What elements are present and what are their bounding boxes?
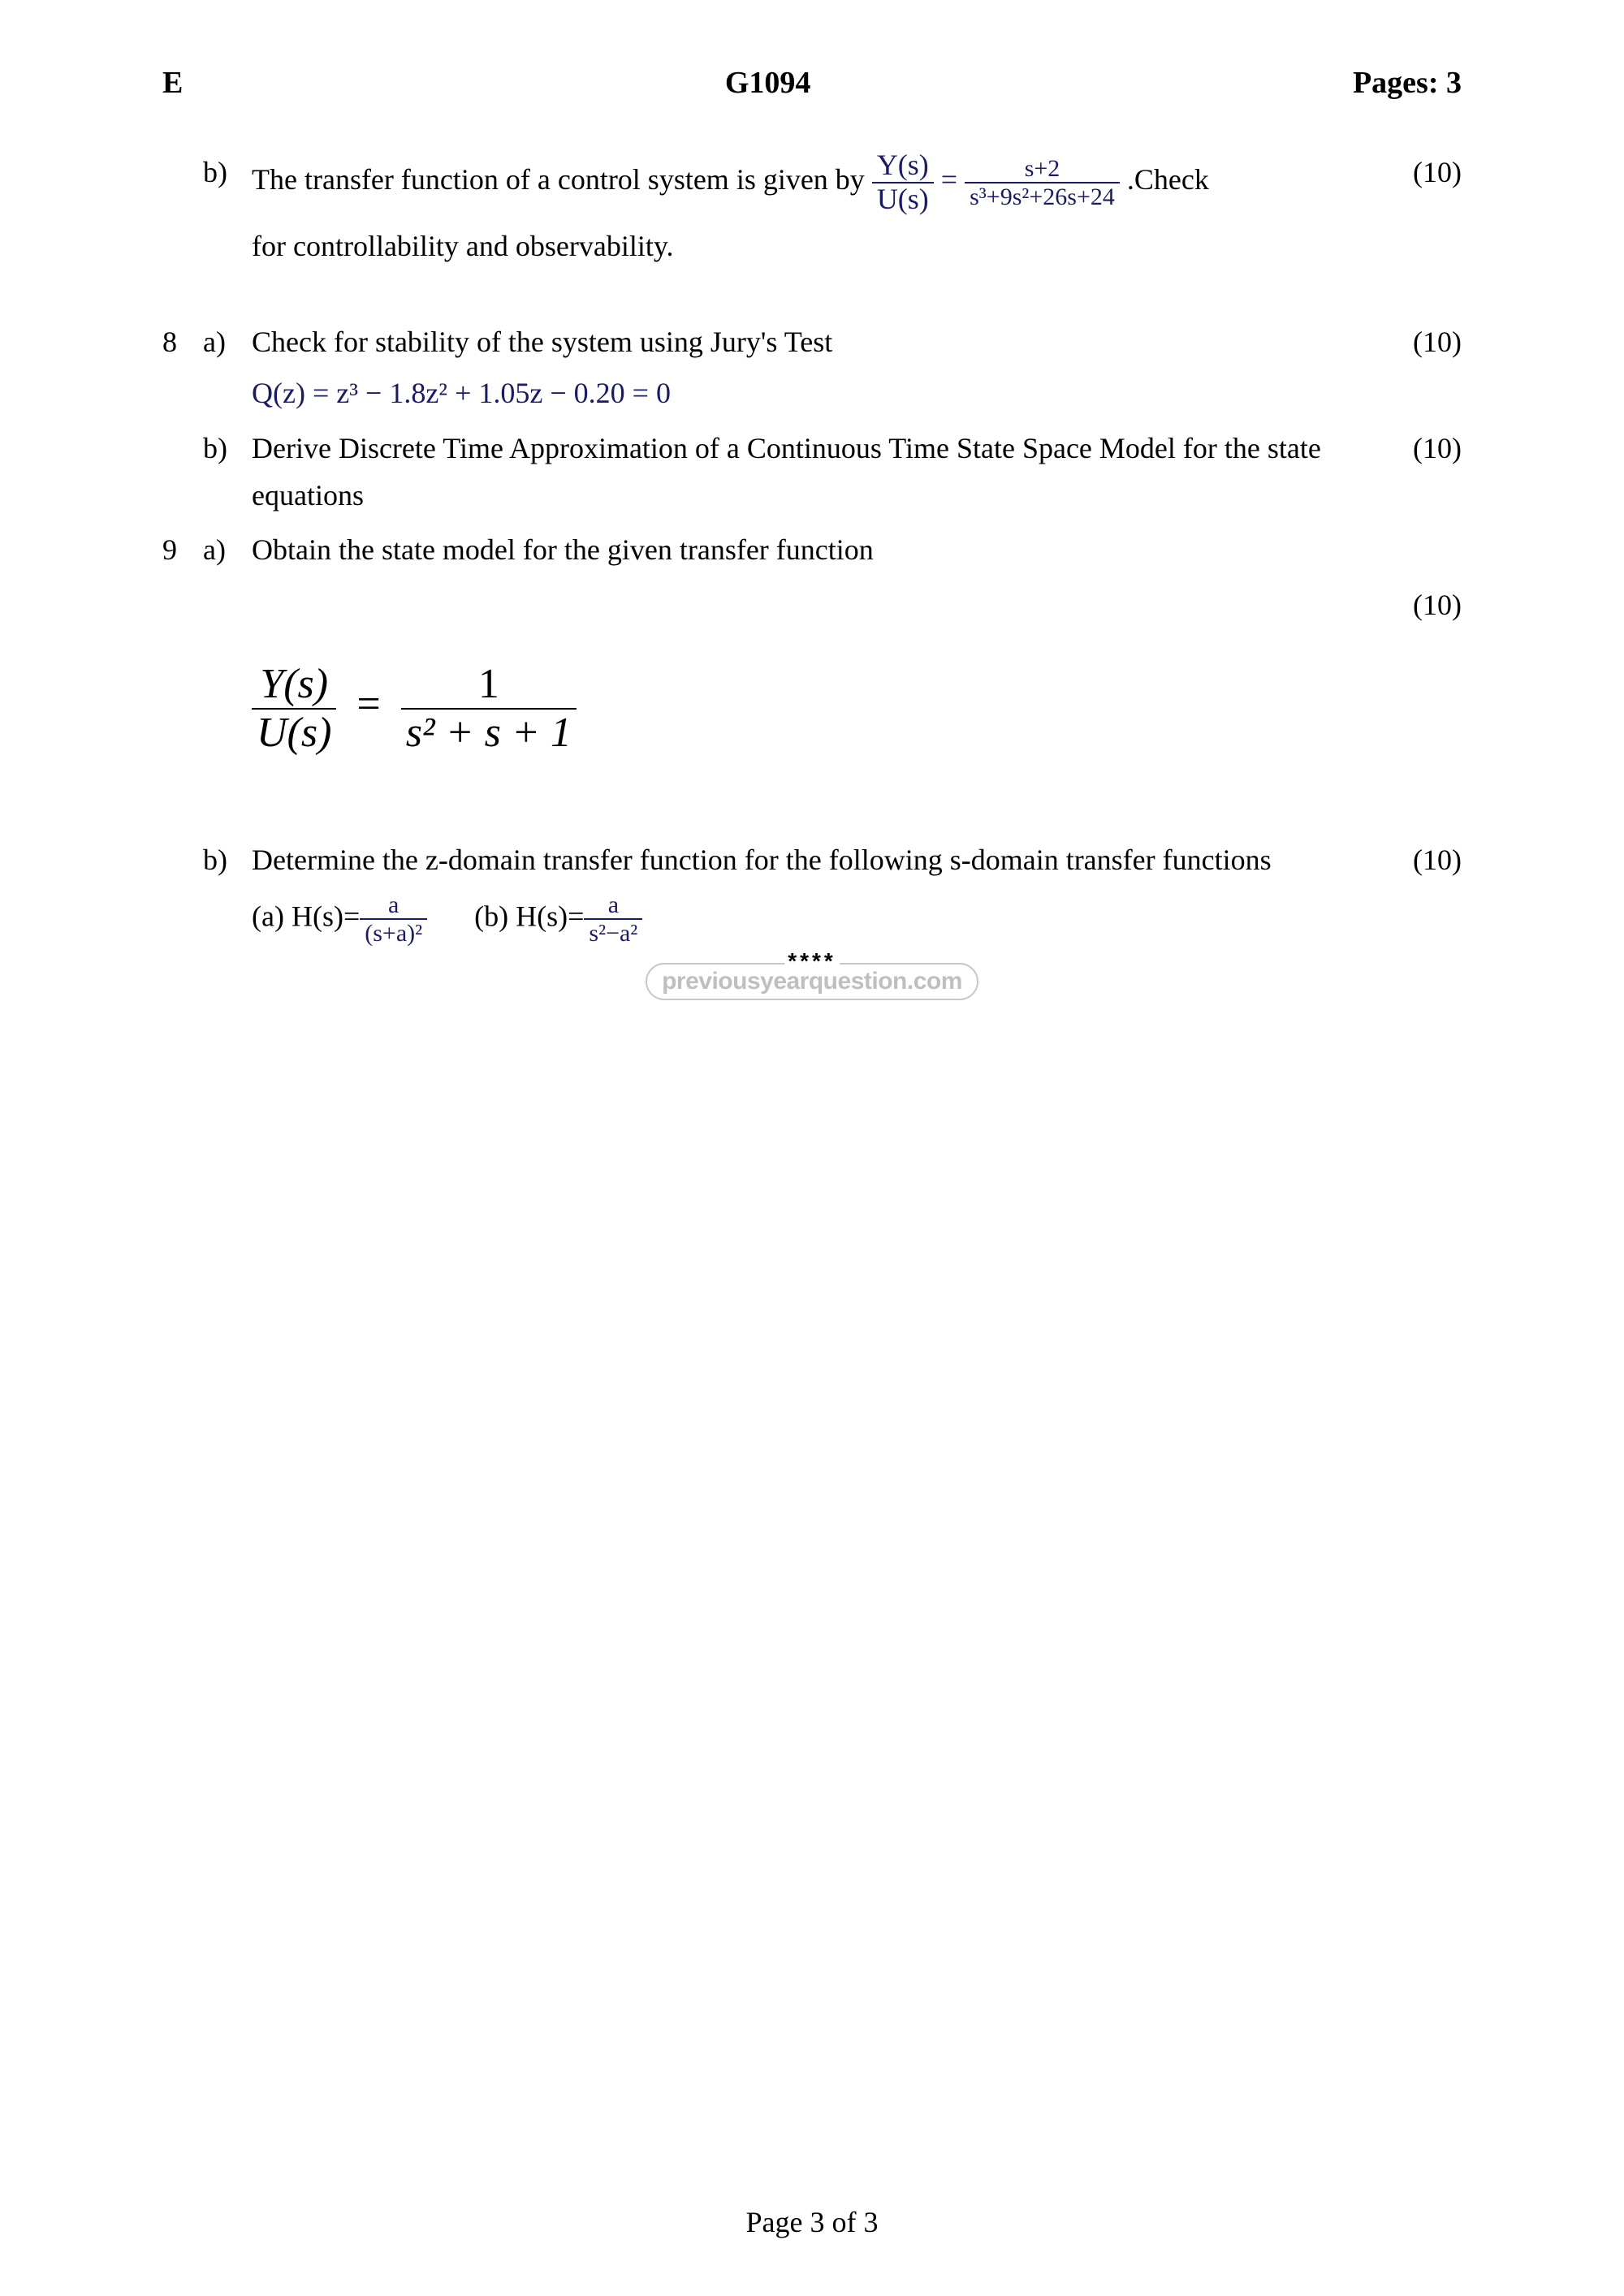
question-marks: (10) bbox=[1380, 837, 1462, 884]
fraction: s+2 s³+9s²+26s+24 bbox=[965, 155, 1120, 210]
question-label: a) bbox=[203, 319, 252, 366]
question-row: b) The transfer function of a control sy… bbox=[162, 149, 1462, 215]
header-right: Pages: 3 bbox=[1353, 65, 1462, 101]
question-label: b) bbox=[203, 425, 252, 473]
frac-num: a bbox=[360, 891, 427, 918]
frac-den: s³+9s²+26s+24 bbox=[965, 182, 1120, 210]
page-footer: Page 3 of 3 bbox=[0, 2205, 1624, 2239]
question-text: The transfer function of a control syste… bbox=[252, 149, 1380, 215]
question-marks: (10) bbox=[1380, 582, 1462, 629]
fraction: Y(s) U(s) bbox=[252, 661, 336, 755]
question-text: Check for stability of the system using … bbox=[252, 319, 1380, 417]
question-bigeq-row: Y(s) U(s) = 1 s² + s + 1 bbox=[162, 637, 1462, 804]
question-marks: (10) bbox=[1380, 425, 1462, 473]
question-row: b) Derive Discrete Time Approximation of… bbox=[162, 425, 1462, 519]
stars: **** bbox=[784, 948, 840, 974]
frac-den: U(s) bbox=[872, 182, 934, 216]
sub-a-label: (a) H(s)= bbox=[252, 900, 360, 933]
equals: = bbox=[941, 163, 965, 196]
fraction: a s²−a² bbox=[584, 891, 642, 947]
frac-num: 1 bbox=[401, 661, 577, 707]
question-label: a) bbox=[203, 527, 252, 574]
question-marks: (10) bbox=[1380, 319, 1462, 366]
frac-den: s² + s + 1 bbox=[401, 708, 577, 756]
fraction: a (s+a)² bbox=[360, 891, 427, 947]
frac-num: Y(s) bbox=[872, 149, 934, 182]
question-label: b) bbox=[203, 837, 252, 884]
text-after: .Check bbox=[1127, 163, 1209, 196]
frac-num: s+2 bbox=[965, 155, 1120, 182]
big-equation: Y(s) U(s) = 1 s² + s + 1 bbox=[252, 661, 1380, 755]
question-sub-row: (a) H(s)= a (s+a)² (b) H(s)= a s²−a² bbox=[162, 891, 1462, 947]
question-row-cont: for controllability and observability. bbox=[162, 223, 1462, 270]
question-row: 9 a) Obtain the state model for the give… bbox=[162, 527, 1462, 574]
watermark: **** previousyearquestion.com bbox=[162, 963, 1462, 1000]
frac-den: U(s) bbox=[252, 708, 336, 756]
frac-num: a bbox=[584, 891, 642, 918]
question-text: Determine the z-domain transfer function… bbox=[252, 837, 1380, 884]
question-row: 8 a) Check for stability of the system u… bbox=[162, 319, 1462, 417]
fraction: 1 s² + s + 1 bbox=[401, 661, 577, 755]
question-text: Obtain the state model for the given tra… bbox=[252, 527, 1380, 574]
question-cont: for controllability and observability. bbox=[252, 223, 1380, 270]
question-row-marks: (10) bbox=[162, 582, 1462, 629]
question-label: b) bbox=[203, 149, 252, 196]
frac-den: (s+a)² bbox=[360, 918, 427, 947]
page-header: E G1094 Pages: 3 bbox=[162, 65, 1462, 101]
sub-text: (a) H(s)= a (s+a)² (b) H(s)= a s²−a² bbox=[252, 891, 1380, 947]
sub-b-label: (b) H(s)= bbox=[474, 900, 584, 933]
text-before: The transfer function of a control syste… bbox=[252, 163, 872, 196]
header-center: G1094 bbox=[725, 65, 811, 101]
question-number: 9 bbox=[162, 527, 203, 574]
fraction: Y(s) U(s) bbox=[872, 149, 934, 215]
question-marks: (10) bbox=[1380, 149, 1462, 196]
equation: Q(z) = z³ − 1.8z² + 1.05z − 0.20 = 0 bbox=[252, 370, 1380, 417]
question-text: Derive Discrete Time Approximation of a … bbox=[252, 425, 1380, 519]
question-number: 8 bbox=[162, 319, 203, 366]
text: Check for stability of the system using … bbox=[252, 326, 832, 358]
watermark-box: **** previousyearquestion.com bbox=[646, 963, 978, 1000]
header-left: E bbox=[162, 65, 183, 101]
frac-den: s²−a² bbox=[584, 918, 642, 947]
frac-num: Y(s) bbox=[252, 661, 336, 707]
question-row: b) Determine the z-domain transfer funct… bbox=[162, 837, 1462, 884]
